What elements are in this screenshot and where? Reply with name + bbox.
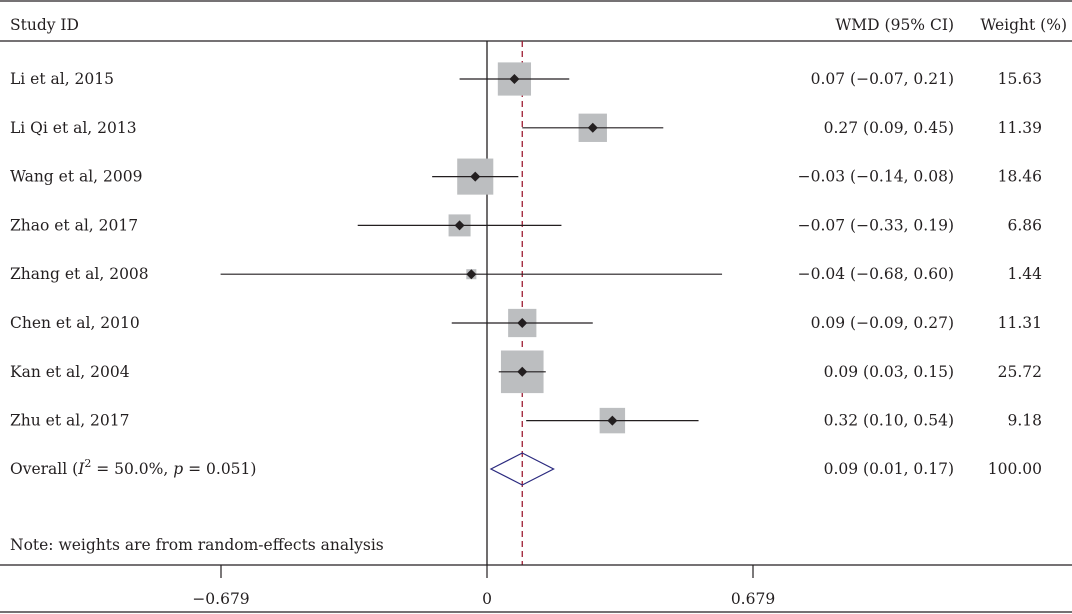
study-weight: 15.63 [998, 70, 1042, 88]
study-weight: 6.86 [1007, 216, 1042, 234]
point-estimate [607, 415, 618, 426]
study-label: Zhang et al, 2008 [10, 265, 149, 283]
study-ci: 0.07 (−0.07, 0.21) [811, 70, 954, 88]
point-estimate [509, 74, 520, 84]
weights-note: Note: weights are from random-effects an… [10, 536, 384, 554]
study-label: Li Qi et al, 2013 [10, 119, 137, 137]
point-estimate [517, 318, 528, 328]
overall-weight: 100.00 [988, 460, 1042, 478]
study-weight: 9.18 [1007, 412, 1042, 430]
study-label: Wang et al, 2009 [10, 168, 142, 186]
point-estimate [466, 269, 477, 280]
study-weight: 11.39 [998, 119, 1042, 137]
study-label: Li et al, 2015 [10, 70, 114, 88]
study-weight: 11.31 [998, 314, 1042, 332]
point-estimate [587, 122, 598, 133]
overall-diamond [489, 452, 555, 486]
header-study-id: Study ID [10, 16, 79, 34]
study-ci: −0.07 (−0.33, 0.19) [798, 216, 954, 234]
point-estimate [470, 171, 481, 182]
x-tick-label: −0.679 [192, 590, 249, 608]
study-ci: −0.03 (−0.14, 0.08) [798, 168, 954, 186]
study-ci: 0.27 (0.09, 0.45) [824, 119, 954, 137]
study-label: Zhu et al, 2017 [10, 412, 130, 430]
study-ci: 0.32 (0.10, 0.54) [824, 412, 954, 430]
overall-label: Overall (I2 = 50.0%, p = 0.051) [10, 457, 256, 478]
overall-ci: 0.09 (0.01, 0.17) [824, 460, 954, 478]
study-ci: 0.09 (−0.09, 0.27) [811, 314, 954, 332]
study-weight: 1.44 [1007, 265, 1042, 283]
study-ci: −0.04 (−0.68, 0.60) [798, 265, 954, 283]
study-rows: Li et al, 2015 0.07 (−0.07, 0.21) 15.63 Li … [10, 62, 1042, 434]
study-weight: 18.46 [998, 168, 1042, 186]
study-label: Zhao et al, 2017 [10, 216, 138, 234]
study-weight: 25.72 [998, 363, 1042, 381]
x-tick-label: 0.679 [731, 590, 775, 608]
x-axis-ticks: −0.679 0 0.679 [192, 565, 775, 608]
x-tick-label: 0 [482, 590, 492, 608]
study-label: Kan et al, 2004 [10, 363, 130, 381]
study-label: Chen et al, 2010 [10, 314, 140, 332]
header-wmd: WMD (95% CI) [835, 16, 954, 34]
header-weight: Weight (%) [980, 16, 1067, 34]
point-estimate [454, 220, 465, 231]
study-ci: 0.09 (0.03, 0.15) [824, 363, 954, 381]
point-estimate [517, 366, 528, 377]
